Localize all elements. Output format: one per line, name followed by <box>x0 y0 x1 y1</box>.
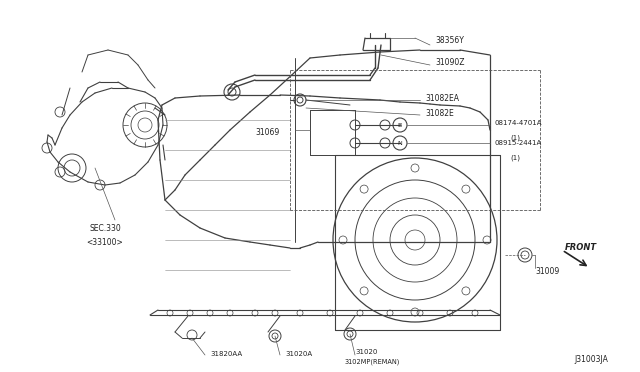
Text: 31069: 31069 <box>255 128 279 137</box>
Text: B: B <box>398 122 402 128</box>
Text: 31082EA: 31082EA <box>425 93 459 103</box>
Text: 31009: 31009 <box>535 267 559 276</box>
Text: <33100>: <33100> <box>86 237 124 247</box>
Text: 38356Y: 38356Y <box>435 35 464 45</box>
Text: FRONT: FRONT <box>565 244 597 253</box>
Text: SEC.330: SEC.330 <box>89 224 121 232</box>
Text: 08915-2441A: 08915-2441A <box>495 140 542 146</box>
Text: 31820AA: 31820AA <box>210 351 242 357</box>
Text: 31090Z: 31090Z <box>435 58 465 67</box>
Text: (1): (1) <box>510 135 520 141</box>
Text: (1): (1) <box>510 155 520 161</box>
Text: N: N <box>397 141 403 145</box>
Text: 08174-4701A: 08174-4701A <box>495 120 543 126</box>
Text: 31082E: 31082E <box>425 109 454 118</box>
Text: 31020: 31020 <box>355 349 378 355</box>
Text: 31020A: 31020A <box>285 351 312 357</box>
Text: J31003JA: J31003JA <box>574 356 608 365</box>
Text: 3102MP(REMAN): 3102MP(REMAN) <box>345 359 401 365</box>
